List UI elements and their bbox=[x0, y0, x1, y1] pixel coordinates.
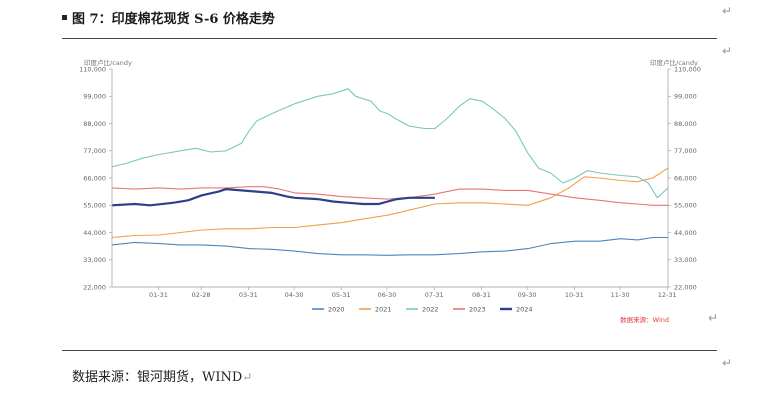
x-tick-label: 06-30 bbox=[378, 291, 397, 299]
x-tick-label: 02-28 bbox=[192, 291, 211, 299]
x-tick-label: 09-30 bbox=[518, 291, 537, 299]
legend-label-2023: 2023 bbox=[469, 305, 486, 313]
x-tick-label: 10-31 bbox=[565, 291, 584, 299]
paragraph-mark-icon: ↵ bbox=[722, 356, 733, 370]
paragraph-mark-icon: ↵ bbox=[722, 4, 733, 18]
y-tick-label-left: 66,000 bbox=[83, 174, 106, 182]
chart-source-note: 数据来源：Wind bbox=[620, 315, 669, 324]
y-tick-label-right: 88,000 bbox=[674, 120, 697, 128]
series-line-2024 bbox=[111, 188, 435, 207]
x-tick-label: 11-30 bbox=[611, 291, 630, 299]
y-tick-label-left: 44,000 bbox=[83, 229, 106, 237]
y-tick-label-left: 22,000 bbox=[83, 283, 106, 291]
x-tick-label: 07-31 bbox=[425, 291, 444, 299]
legend: 2020 2021 2022 2023 2024 bbox=[312, 305, 533, 313]
y-tick-label-right: 22,000 bbox=[674, 283, 697, 291]
figure-header: 图 7：印度棉花现货 S-6 价格走势 bbox=[62, 6, 717, 36]
top-rule bbox=[62, 38, 717, 39]
series-layer bbox=[111, 88, 669, 256]
y-tick-label-left: 99,000 bbox=[83, 93, 106, 101]
bullet-square-icon bbox=[62, 15, 67, 20]
y-tick-label-left: 55,000 bbox=[83, 202, 106, 210]
y-tick-label-left: 77,000 bbox=[83, 147, 106, 155]
footer-source-text: 数据来源：银河期货，WIND bbox=[72, 370, 243, 385]
bottom-rule bbox=[62, 350, 717, 351]
legend-label-2024: 2024 bbox=[516, 305, 533, 313]
series-line-2021 bbox=[111, 167, 669, 239]
series-line-2023 bbox=[111, 186, 668, 206]
x-tick-label: 05-31 bbox=[332, 291, 351, 299]
legend-label-2020: 2020 bbox=[328, 305, 345, 313]
y-tick-label-left: 33,000 bbox=[83, 256, 106, 264]
x-tick-label: 01-31 bbox=[149, 291, 168, 299]
paragraph-mark-icon: ↵ bbox=[242, 370, 253, 384]
legend-label-2021: 2021 bbox=[375, 305, 392, 313]
y-tick-label-right: 99,000 bbox=[674, 93, 697, 101]
y-tick-label-left: 88,000 bbox=[83, 120, 106, 128]
left-axis-unit-label: 印度卢比/candy bbox=[84, 58, 132, 67]
y-tick-label-right: 77,000 bbox=[674, 147, 697, 155]
data-source-footer: 数据来源：银河期货，WIND↵ bbox=[72, 366, 252, 385]
y-tick-label-left: 110,000 bbox=[79, 65, 106, 73]
x-tick-label: 08-31 bbox=[472, 291, 491, 299]
axes-layer: 22,000 22,000 33,000 33,000 44,000 44,000 55,0… bbox=[79, 65, 701, 299]
right-axis-unit-label: 印度卢比/candy bbox=[650, 58, 698, 67]
series-line-2022 bbox=[111, 88, 669, 199]
paragraph-mark-icon: ↵ bbox=[708, 311, 719, 325]
legend-label-2022: 2022 bbox=[422, 305, 439, 313]
y-tick-label-right: 33,000 bbox=[674, 256, 697, 264]
x-tick-label: 12-31 bbox=[658, 291, 677, 299]
series-line-2020 bbox=[111, 236, 668, 256]
paragraph-mark-icon: ↵ bbox=[722, 44, 733, 58]
figure-title: 图 7：印度棉花现货 S-6 价格走势 bbox=[72, 12, 275, 27]
x-tick-label: 04-30 bbox=[285, 291, 304, 299]
y-tick-label-right: 44,000 bbox=[674, 229, 697, 237]
x-tick-label: 03-31 bbox=[239, 291, 258, 299]
y-tick-label-right: 110,000 bbox=[674, 65, 701, 73]
y-tick-label-right: 66,000 bbox=[674, 174, 697, 182]
y-tick-label-right: 55,000 bbox=[674, 202, 697, 210]
